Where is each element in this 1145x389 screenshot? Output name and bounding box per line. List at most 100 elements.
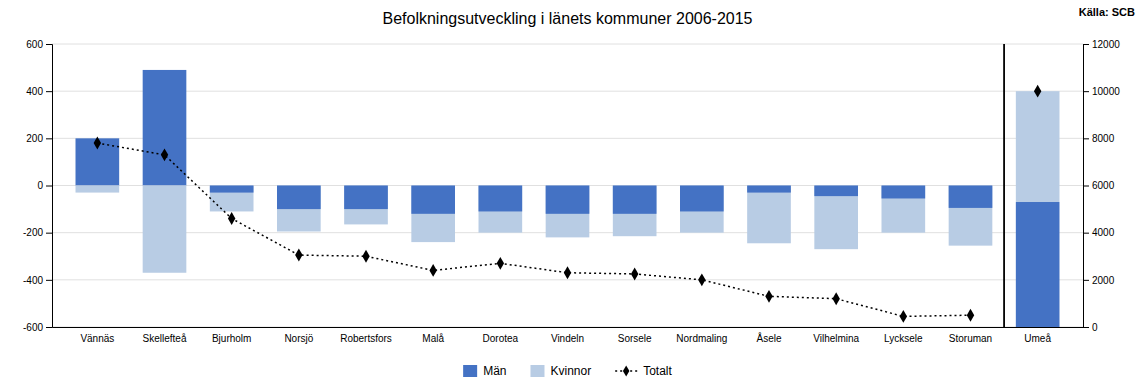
x-tick-label: Lycksele — [884, 333, 923, 344]
grid-line — [52, 44, 1083, 45]
marker — [295, 249, 302, 262]
y-tick-label: -600 — [23, 322, 43, 333]
y-tick-label: 600 — [26, 39, 43, 50]
bar — [814, 186, 858, 197]
separator — [1003, 44, 1005, 327]
y-tick: 200 — [26, 133, 52, 144]
x-tick-label: Malå — [422, 333, 444, 344]
y2-tick-mark — [1083, 44, 1089, 45]
legend-label: Kvinnor — [550, 364, 591, 378]
y-tick-mark — [46, 91, 52, 92]
x-tick: Nordmaling — [676, 327, 727, 344]
bars — [76, 70, 1060, 327]
y2-tick: 0 — [1083, 322, 1098, 333]
x-tick-label: Umeå — [1024, 333, 1051, 344]
marker — [564, 266, 571, 279]
y2-tick: 10000 — [1083, 86, 1120, 97]
x-tick: Dorotea — [483, 327, 519, 344]
bar — [814, 186, 858, 250]
y-tick-mark — [46, 280, 52, 281]
marks — [76, 70, 1060, 327]
x-tick: Umeå — [1024, 327, 1051, 344]
legend-swatch — [530, 365, 544, 377]
y2-tick-mark — [1083, 138, 1089, 139]
marker — [967, 309, 974, 322]
y-axis-line — [46, 45, 53, 328]
y2-tick-mark — [1083, 327, 1089, 328]
bar — [411, 186, 455, 243]
grid-line — [52, 327, 1083, 328]
marker — [497, 257, 504, 270]
bar — [344, 186, 388, 210]
x-tick: Åsele — [756, 327, 781, 344]
x-tick: Bjurholm — [212, 327, 251, 344]
legend: Män Kvinnor Totalt — [463, 364, 672, 378]
y-tick: -400 — [23, 275, 52, 286]
bar — [277, 186, 321, 210]
y-tick: -600 — [23, 322, 52, 333]
x-tick-label: Robertsfors — [340, 333, 392, 344]
x-axis-line — [53, 327, 1084, 328]
bar — [143, 186, 187, 273]
marker — [900, 310, 907, 323]
line — [97, 143, 970, 316]
bar — [277, 186, 321, 232]
plot: VännäsSkellefteåBjurholmNorsjöRobertsfor… — [23, 39, 1120, 344]
x-tick-label: Nordmaling — [676, 333, 727, 344]
y2-tick-label: 4000 — [1092, 227, 1115, 238]
lines — [94, 85, 1042, 323]
y2-tick-label: 10000 — [1092, 86, 1120, 97]
y-tick-label: 0 — [37, 180, 43, 191]
x-tick-label: Skellefteå — [143, 333, 187, 344]
x-axis: VännäsSkellefteåBjurholmNorsjöRobertsfor… — [53, 327, 1084, 344]
y2-tick: 8000 — [1083, 133, 1115, 144]
y-tick-label: 400 — [26, 86, 43, 97]
x-tick: Skellefteå — [143, 327, 187, 344]
y2-axis: 0 2000 4000 6000 8000 10000 12000 — [1083, 39, 1120, 333]
bar — [882, 186, 926, 199]
legend-item: Totalt — [615, 364, 672, 378]
marker — [429, 264, 436, 277]
y2-tick-label: 0 — [1092, 322, 1098, 333]
bar — [1016, 202, 1060, 327]
y2-tick-label: 2000 — [1092, 275, 1115, 286]
y2-tick-label: 12000 — [1092, 39, 1120, 50]
x-tick-label: Sorsele — [618, 333, 652, 344]
bar — [1016, 91, 1060, 202]
x-tick: Vilhelmina — [813, 327, 859, 344]
bar — [344, 186, 388, 225]
marker — [228, 212, 235, 225]
legend-label: Män — [483, 364, 506, 378]
marker — [94, 137, 101, 150]
y2-tick-mark — [1083, 186, 1089, 187]
x-tick-label: Norsjö — [284, 333, 313, 344]
bar — [949, 186, 993, 208]
marker — [698, 273, 705, 286]
bar — [479, 186, 523, 212]
y2-axis-line — [1084, 45, 1090, 328]
legend-swatch-marker — [623, 365, 629, 376]
x-tick-label: Åsele — [756, 332, 781, 344]
bar — [546, 186, 590, 238]
x-tick-label: Storuman — [949, 333, 992, 344]
bar — [210, 186, 254, 212]
x-tick: Norsjö — [284, 327, 313, 344]
y2-tick: 6000 — [1083, 180, 1115, 191]
y-tick: 600 — [26, 39, 52, 50]
annotation: Källa: SCB — [1079, 6, 1135, 18]
x-tick: Malå — [422, 327, 444, 344]
legend-item: Kvinnor — [530, 364, 591, 378]
y-tick-mark — [46, 233, 52, 234]
chart: VännäsSkellefteåBjurholmNorsjöRobertsfor… — [0, 0, 1145, 389]
bar — [411, 186, 455, 214]
y2-tick-mark — [1083, 91, 1089, 92]
x-tick-label: Vindeln — [551, 333, 584, 344]
title: Befolkningsutveckling i länets kommuner … — [383, 10, 753, 27]
grid-line — [52, 138, 1083, 139]
x-tick: Robertsfors — [340, 327, 392, 344]
bar — [546, 186, 590, 214]
y2-tick: 2000 — [1083, 275, 1115, 286]
bar — [210, 186, 254, 193]
y2-tick: 12000 — [1083, 39, 1120, 50]
y-tick-label: 200 — [26, 133, 43, 144]
